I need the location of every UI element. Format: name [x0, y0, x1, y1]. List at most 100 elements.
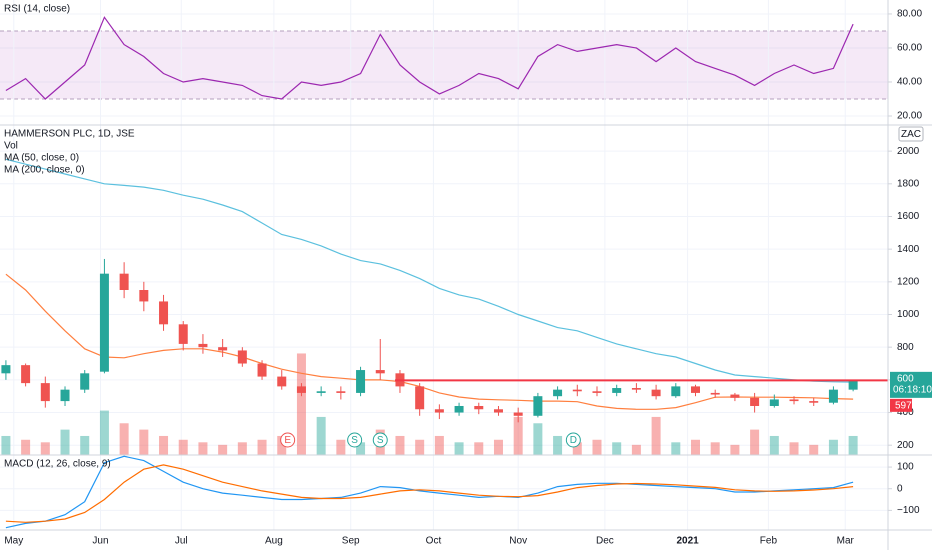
candle-body [257, 363, 267, 377]
candle-body [119, 273, 129, 290]
y-tick-label: 1000 [897, 309, 920, 320]
event-marker [372, 432, 388, 448]
candle-body [710, 392, 720, 395]
volume-bar [730, 444, 740, 455]
volume-bar [513, 416, 523, 455]
candle-body [848, 380, 858, 390]
currency-box [898, 126, 924, 142]
volume-bar [848, 435, 858, 455]
candle-body [789, 399, 799, 402]
candle-body [750, 397, 760, 406]
candle-body [434, 409, 444, 413]
x-tick-label: Dec [596, 536, 614, 547]
volume-bar [119, 423, 129, 455]
volume-bar [789, 442, 799, 455]
volume-bar [493, 439, 503, 455]
volume-bar [533, 423, 543, 455]
last-price-label: 600 [897, 373, 914, 384]
candle-body [730, 394, 740, 398]
candle-body [356, 370, 366, 393]
last-price-box [890, 371, 932, 398]
countdown-label: 06:18:10 [893, 384, 932, 395]
candle-body [513, 412, 523, 416]
candle-body [21, 365, 31, 384]
y-tick-label: 0 [897, 483, 903, 494]
candle-body [553, 389, 563, 397]
candle-body [60, 389, 70, 402]
volume-bar [257, 439, 267, 455]
candle-body [474, 405, 484, 410]
event-label: S [377, 435, 384, 446]
rsi-band [0, 30, 888, 99]
candle-body [769, 399, 779, 406]
volume-bar [80, 435, 90, 455]
x-tick-label: Feb [760, 536, 778, 547]
y-tick-label: 800 [897, 342, 914, 353]
volume-bar [691, 439, 701, 455]
event-marker [347, 432, 363, 448]
x-tick-label: May [4, 536, 23, 547]
volume-bar [356, 442, 366, 455]
y-tick-label: 1400 [897, 244, 920, 255]
volume-bar [40, 442, 50, 455]
volume-bar [99, 410, 109, 455]
candle-body [828, 389, 838, 403]
volume-bar [198, 442, 208, 455]
volume-bar [631, 444, 641, 455]
x-tick-label: Jul [175, 536, 188, 547]
candle-body [612, 388, 622, 393]
volume-bar [592, 439, 602, 455]
x-tick-label: Nov [509, 536, 527, 547]
candle-body [139, 290, 149, 302]
candle-body [198, 343, 208, 348]
volume-bar [277, 435, 287, 455]
volume-bar [415, 439, 425, 455]
moving-average [5, 158, 854, 383]
candle-body [99, 273, 109, 372]
y-tick-label: 1600 [897, 211, 920, 222]
x-tick-label: 2021 [676, 536, 699, 547]
currency-label: ZAC [901, 129, 921, 140]
volume-bar [553, 435, 563, 455]
x-tick-label: Sep [342, 536, 360, 547]
volume-bar [454, 442, 464, 455]
volume-bar [474, 442, 484, 455]
volume-bar [296, 353, 306, 455]
candle-body [493, 409, 503, 413]
panel-title: HAMMERSON PLC, 1D, JSE [4, 129, 135, 140]
candle-body [1, 365, 11, 374]
text-layer: 80.00 60.00 40.00 20.00 RSI (14, close) 200 40… [4, 4, 932, 547]
candle-body [572, 389, 582, 392]
y-tick-label: 200 [897, 440, 914, 451]
candle-body [809, 401, 819, 403]
x-tick-label: Mar [837, 536, 855, 547]
volume-bar [671, 442, 681, 455]
candle-body [178, 324, 188, 344]
volume-bar [572, 442, 582, 455]
candle-body [218, 347, 228, 351]
event-marker [565, 432, 581, 448]
candle-body [159, 301, 169, 325]
y-tick-label: 60.00 [897, 43, 922, 54]
series-line [5, 16, 854, 100]
volume-bar [612, 442, 622, 455]
volume-bar [1, 435, 11, 455]
volume-bar [178, 439, 188, 455]
y-tick-label: 20.00 [897, 111, 922, 122]
y-tick-label: 80.00 [897, 9, 922, 20]
hline-price-box [890, 398, 912, 412]
y-tick-label: 1800 [897, 178, 920, 189]
candle-body [454, 405, 464, 413]
event-marker [280, 432, 296, 448]
candle-body [316, 391, 326, 393]
panel-title: MACD (12, 26, close, 9) [4, 459, 111, 470]
candle-body [533, 396, 543, 416]
candle-body [336, 391, 346, 393]
volume-bar [828, 439, 838, 455]
candle-body [375, 370, 385, 374]
y-tick-label: −100 [897, 505, 920, 516]
x-tick-label: Aug [265, 536, 283, 547]
volume-bar [336, 439, 346, 455]
panel-title: RSI (14, close) [4, 4, 70, 15]
